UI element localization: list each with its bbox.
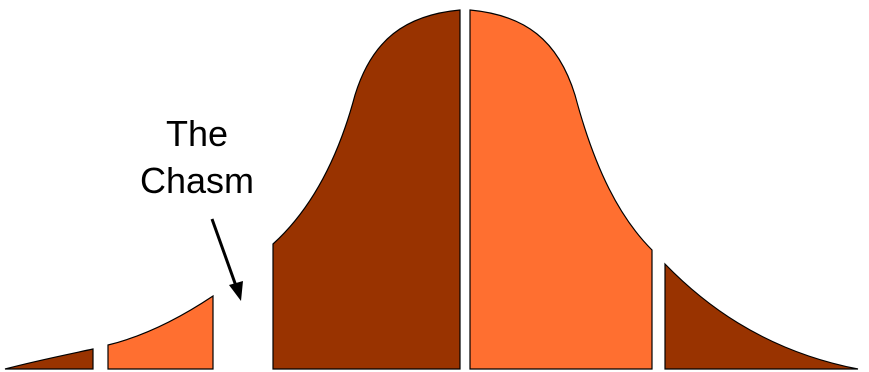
segment-late-majority	[469, 9, 653, 370]
chasm-arrow	[210, 218, 243, 301]
segment-laggards	[664, 262, 859, 370]
annotation-line-1: The	[166, 113, 228, 154]
annotation-line-2: Chasm	[140, 160, 254, 201]
segment-early-majority	[272, 9, 461, 370]
chasm-arrow-shaft	[210, 218, 238, 287]
segment-innovators	[4, 348, 94, 370]
segment-early-adopters	[107, 294, 214, 370]
chasm-arrow-head	[229, 281, 243, 301]
